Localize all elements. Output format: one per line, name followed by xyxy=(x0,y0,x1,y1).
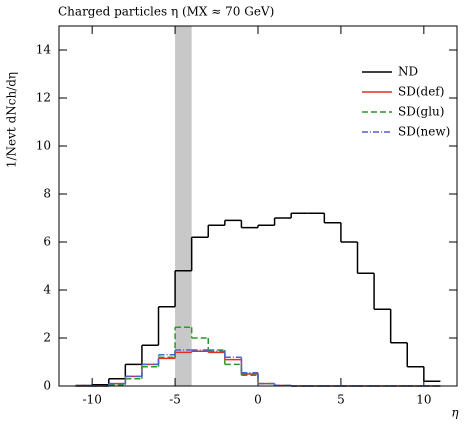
y-tick-label: 4 xyxy=(43,283,51,297)
x-axis-label: η xyxy=(451,406,459,420)
y-tick-label: 0 xyxy=(43,379,51,393)
y-tick-label: 12 xyxy=(36,91,51,105)
legend-label: ND xyxy=(398,65,418,79)
legend-label: SD(glu) xyxy=(398,105,444,119)
y-tick-label: 14 xyxy=(36,43,52,57)
y-tick-label: 8 xyxy=(43,187,51,201)
y-tick-label: 2 xyxy=(43,331,51,345)
x-tick-label: -10 xyxy=(83,393,102,407)
chart-title: Charged particles η (MX ≈ 70 GeV) xyxy=(58,5,274,19)
x-tick-label: 0 xyxy=(254,393,262,407)
x-tick-label: 10 xyxy=(416,393,431,407)
legend-label: SD(def) xyxy=(398,85,444,99)
y-tick-label: 6 xyxy=(43,235,51,249)
plot-frame xyxy=(58,25,458,387)
y-tick-label: 10 xyxy=(36,139,51,153)
x-tick-label: 5 xyxy=(337,393,345,407)
highlight-band xyxy=(175,26,192,386)
y-axis-label: 1/Nevt dNch/dη xyxy=(5,72,19,168)
x-tick-label: -5 xyxy=(169,393,181,407)
legend-label: SD(new) xyxy=(398,125,450,139)
